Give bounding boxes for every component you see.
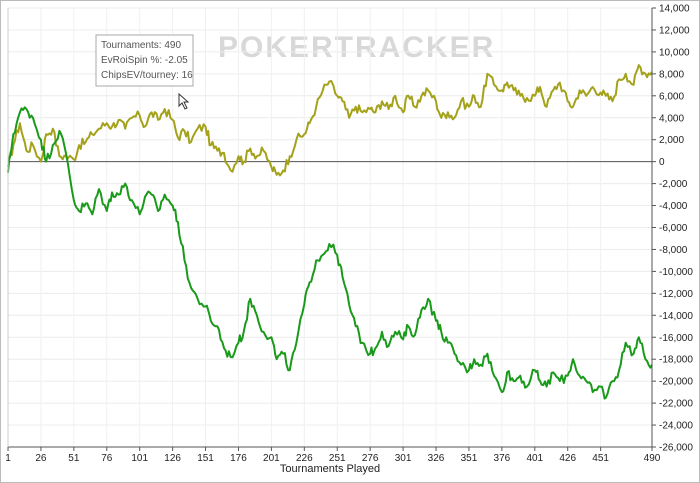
y-tick-label: -24,000 — [659, 421, 693, 432]
series-line-1 — [7, 64, 653, 177]
x-tick-label: 351 — [461, 453, 478, 464]
y-tick-label: -18,000 — [659, 355, 693, 366]
tooltip-chipsev: ChipsEV/tourney: 16 — [101, 70, 193, 81]
y-tick-label: -8,000 — [659, 245, 688, 256]
y-tick-label: -6,000 — [659, 223, 688, 234]
x-tick-label: 176 — [230, 453, 247, 464]
y-tick-label: 8,000 — [659, 69, 684, 80]
y-tick-label: -12,000 — [659, 289, 693, 300]
x-tick-label: 226 — [296, 453, 313, 464]
x-tick-label: 451 — [592, 453, 609, 464]
axis-layer: 14,000 12,000 10,000 8,000 6,000 4,000 2,000 0 -… — [5, 4, 693, 465]
series-line-2 — [7, 106, 653, 400]
tooltip-evroi: EvRoiSpin %: -2.05 — [101, 55, 188, 66]
x-tick-label: 376 — [494, 453, 511, 464]
y-tick-label: -16,000 — [659, 333, 693, 344]
y-tick-label: 2,000 — [659, 135, 684, 146]
y-tick-label: 14,000 — [659, 4, 690, 15]
tooltip-tournaments: Tournaments: 490 — [101, 40, 181, 51]
y-tick-label: 10,000 — [659, 47, 690, 58]
y-tick-label: -10,000 — [659, 267, 693, 278]
y-tick-label: 12,000 — [659, 25, 690, 36]
y-tick-label: -20,000 — [659, 377, 693, 388]
mouse-cursor-icon — [178, 92, 190, 110]
y-tick-label: 0 — [659, 157, 665, 168]
y-tick-label: -2,000 — [659, 179, 688, 190]
x-tick-label: 26 — [35, 453, 47, 464]
tooltip: Tournaments: 490 EvRoiSpin %: -2.05 Chip… — [95, 34, 194, 87]
y-tick-label: -4,000 — [659, 201, 688, 212]
x-tick-label: 401 — [526, 453, 543, 464]
x-axis-title: Tournaments Played — [280, 463, 380, 475]
y-tick-label: 4,000 — [659, 113, 684, 124]
x-tick-label: 1 — [5, 453, 11, 464]
x-tick-label: 490 — [644, 453, 661, 464]
x-tick-label: 326 — [428, 453, 445, 464]
x-tick-label: 276 — [362, 453, 379, 464]
x-tick-label: 426 — [559, 453, 576, 464]
x-tick-label: 201 — [263, 453, 280, 464]
y-tick-label: -22,000 — [659, 399, 693, 410]
x-tick-label: 301 — [395, 453, 412, 464]
x-tick-label: 51 — [68, 453, 80, 464]
x-tick-label: 76 — [101, 453, 113, 464]
y-tick-label: 6,000 — [659, 91, 684, 102]
x-tick-label: 251 — [329, 453, 346, 464]
x-tick-label: 101 — [131, 453, 148, 464]
x-tick-label: 126 — [164, 453, 181, 464]
y-tick-label: -14,000 — [659, 311, 693, 322]
tooltip-box — [95, 34, 194, 87]
y-tick-label: -26,000 — [659, 443, 693, 454]
watermark-text: POKERTRACKER — [218, 31, 495, 64]
x-tick-label: 151 — [197, 453, 214, 464]
series-layer — [7, 64, 653, 400]
